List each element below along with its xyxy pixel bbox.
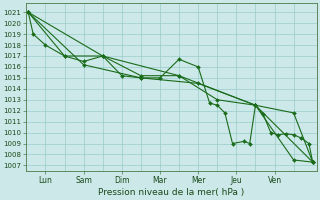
- X-axis label: Pression niveau de la mer( hPa ): Pression niveau de la mer( hPa ): [98, 188, 244, 197]
